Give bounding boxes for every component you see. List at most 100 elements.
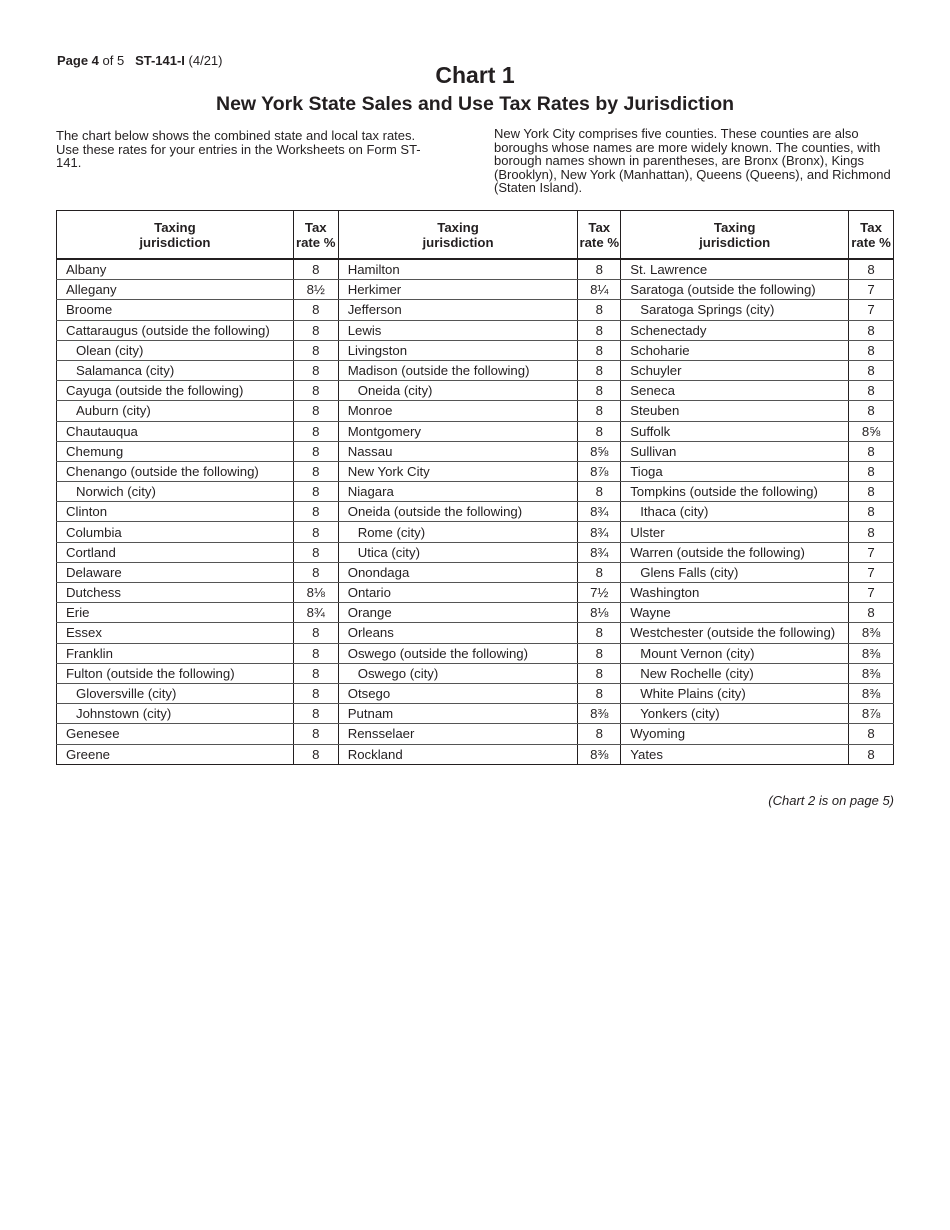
tax-rate-cell: 8 — [292, 258, 339, 281]
tax-rate-cell: 8 — [577, 320, 622, 341]
table-row: Albany 8 Hamilton 8 St. Lawrence 8 — [56, 258, 894, 281]
jurisdiction-cell: Montgomery — [337, 421, 579, 442]
jurisdiction-cell: Broome — [56, 299, 294, 321]
jurisdiction-cell: Westchester (outside the following) — [620, 622, 850, 644]
tax-rate-cell: 8 — [292, 723, 339, 745]
tax-rate-cell: 8 — [577, 340, 622, 361]
jurisdiction-cell: Livingston — [337, 340, 579, 361]
tax-rate-cell: 8 — [848, 380, 894, 402]
jurisdiction-cell: Seneca — [620, 380, 850, 402]
header-label: Tax — [304, 219, 327, 235]
tax-rate-cell: 8⅜ — [577, 703, 622, 725]
jurisdiction-cell: Chemung — [56, 441, 294, 462]
jurisdiction-cell: New York City — [337, 461, 579, 483]
header-label: jurisdiction — [422, 234, 494, 250]
jurisdiction-cell: Salamanca (city) — [56, 360, 294, 382]
tax-rate-cell: 8 — [848, 602, 894, 624]
tax-rate-cell: 8 — [577, 622, 622, 644]
table-row: Greene 8 Rockland 8⅜ Yates 8 — [56, 744, 894, 765]
tax-rate-cell: 8 — [292, 360, 339, 382]
table-row: Allegany 8½ Herkimer 8¼ Saratoga (outside th… — [56, 279, 894, 301]
tax-rate-cell: 8 — [292, 683, 339, 705]
tax-rate-cell: 8¾ — [577, 521, 622, 543]
jurisdiction-cell: Albany — [56, 258, 294, 281]
header-label: rate % — [851, 234, 891, 250]
table-row: Chautauqua 8 Montgomery 8 Suffolk 8⅝ — [56, 421, 894, 442]
jurisdiction-cell: Delaware — [56, 562, 294, 584]
header-rate: Tax rate % — [292, 210, 339, 260]
jurisdiction-cell: Tioga — [620, 461, 850, 483]
tax-rate-cell: 8 — [292, 441, 339, 462]
tax-rate-cell: 8 — [577, 683, 622, 705]
header-label: Tax — [588, 219, 611, 235]
table-row: Norwich (city) 8 Niagara 8 Tompkins (outside… — [56, 481, 894, 503]
tax-rate-cell: 8 — [292, 461, 339, 483]
tax-rate-cell: 8⅞ — [848, 703, 894, 725]
table-row: Clinton 8 Oneida (outside the following) 8¾… — [56, 501, 894, 523]
jurisdiction-cell: Oneida (city) — [337, 380, 579, 402]
jurisdiction-cell: Schenectady — [620, 320, 850, 341]
header-label: rate % — [295, 234, 336, 250]
tax-rate-cell: 8¾ — [577, 542, 622, 563]
tax-rate-cell: 8 — [577, 723, 622, 745]
header-label: Tax — [860, 219, 882, 235]
table-row: Auburn (city) 8 Monroe 8 Steuben 8 — [56, 400, 894, 422]
jurisdiction-cell: Chenango (outside the following) — [56, 461, 294, 483]
table-header-row: Taxing jurisdiction Tax rate % Taxing jurisdi… — [56, 210, 894, 260]
jurisdiction-cell: Lewis — [337, 320, 579, 341]
chart-subtitle: New York State Sales and Use Tax Rates b… — [215, 93, 735, 115]
page-header: Page 4 of 5 ST-141-I (4/21) — [57, 53, 223, 68]
jurisdiction-cell: Columbia — [56, 521, 294, 543]
header-rate: Tax rate % — [848, 210, 894, 260]
jurisdiction-cell: Jefferson — [337, 299, 579, 321]
jurisdiction-cell: Clinton — [56, 501, 294, 523]
chart-title: Chart 1 — [435, 62, 515, 88]
tax-rate-cell: 8 — [848, 481, 894, 503]
table-row: Chemung 8 Nassau 8⅝ Sullivan 8 — [56, 441, 894, 462]
jurisdiction-cell: Gloversville (city) — [56, 683, 294, 705]
tax-rate-cell: 8 — [292, 481, 339, 503]
tax-rate-cell: 7 — [848, 562, 894, 584]
table-row: Dutchess 8⅛ Ontario 7½ Washington 7 — [56, 582, 894, 604]
jurisdiction-cell: Yonkers (city) — [620, 703, 850, 725]
tax-rate-cell: 8 — [292, 380, 339, 402]
jurisdiction-cell: Olean (city) — [56, 340, 294, 361]
tax-rate-cell: 8 — [848, 461, 894, 483]
tax-rate-cell: 8⅜ — [848, 663, 894, 684]
jurisdiction-cell: Cayuga (outside the following) — [56, 380, 294, 402]
jurisdiction-cell: Oneida (outside the following) — [337, 501, 579, 523]
tax-rate-cell: 7 — [848, 542, 894, 563]
table-row: Fulton (outside the following) 8 Oswego (c… — [56, 663, 894, 684]
table-row: Franklin 8 Oswego (outside the following) 8… — [56, 643, 894, 664]
tax-rate-cell: 8½ — [292, 279, 339, 301]
table-row: Gloversville (city) 8 Otsego 8 White Plains … — [56, 683, 894, 705]
jurisdiction-cell: Auburn (city) — [56, 400, 294, 422]
header-label: jurisdiction — [139, 234, 211, 250]
table-row: Genesee 8 Rensselaer 8 Wyoming 8 — [56, 723, 894, 745]
jurisdiction-cell: Franklin — [56, 643, 294, 664]
jurisdiction-cell: Tompkins (outside the following) — [620, 481, 850, 503]
table-row: Columbia 8 Rome (city) 8¾ Ulster 8 — [56, 521, 894, 543]
tax-rate-cell: 7½ — [577, 582, 622, 604]
tax-rate-cell: 8 — [292, 663, 339, 684]
form-number: ST-141-I — [135, 53, 185, 68]
tax-rate-cell: 8⅞ — [577, 461, 622, 483]
tax-rate-cell: 7 — [848, 279, 894, 301]
tax-rate-cell: 8 — [577, 481, 622, 503]
header-jurisdiction: Taxing jurisdiction — [620, 210, 850, 260]
intro-left: The chart below shows the combined state… — [56, 128, 421, 171]
jurisdiction-cell: Norwich (city) — [56, 481, 294, 503]
jurisdiction-cell: Oswego (outside the following) — [337, 643, 579, 664]
jurisdiction-cell: Herkimer — [337, 279, 579, 301]
jurisdiction-cell: Saratoga (outside the following) — [620, 279, 850, 301]
header-label: jurisdiction — [699, 234, 771, 250]
jurisdiction-cell: Rensselaer — [337, 723, 579, 745]
tax-rate-cell: 8 — [577, 299, 622, 321]
jurisdiction-cell: Hamilton — [337, 258, 579, 281]
jurisdiction-cell: New Rochelle (city) — [620, 663, 850, 684]
table-row: Cattaraugus (outside the following) 8 Lewi… — [56, 320, 894, 341]
header-rate: Tax rate % — [577, 210, 622, 260]
table-row: Cortland 8 Utica (city) 8¾ Warren (outside t… — [56, 542, 894, 563]
tax-rate-cell: 8⅜ — [577, 744, 622, 765]
